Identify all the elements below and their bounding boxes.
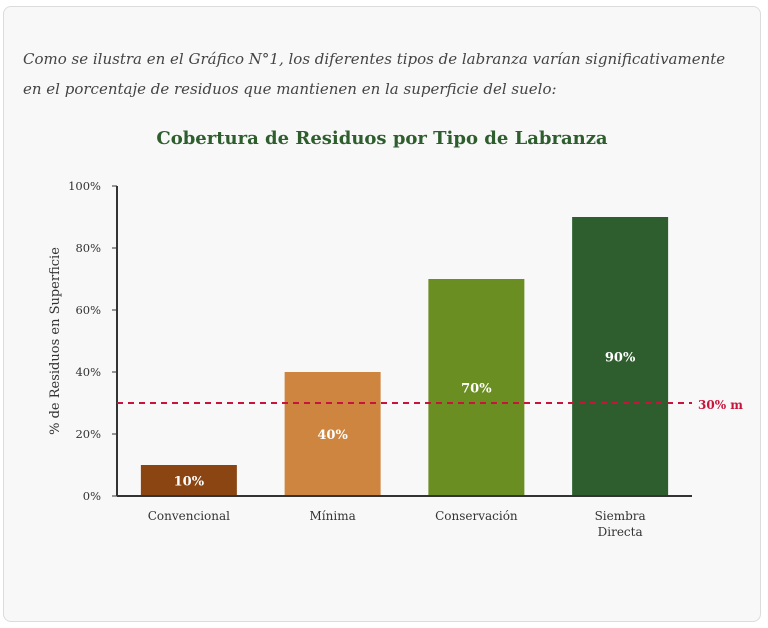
x-tick-label: Mínima xyxy=(310,509,356,523)
y-tick-label: 80% xyxy=(75,241,101,255)
data-label: 40% xyxy=(317,428,348,443)
data-label: 10% xyxy=(174,475,205,490)
bar-2 xyxy=(428,279,525,496)
chart-title: Cobertura de Residuos por Tipo de Labran… xyxy=(156,128,608,149)
y-tick-label: 60% xyxy=(75,303,101,317)
y-tick-label: 40% xyxy=(75,365,101,379)
x-tick-label: Directa xyxy=(598,525,643,539)
bar-0 xyxy=(140,465,237,496)
x-tick-label: Siembra xyxy=(595,509,646,523)
y-tick-label: 20% xyxy=(75,427,101,441)
y-axis-label: % de Residuos en Superficie xyxy=(48,247,63,435)
bar-3 xyxy=(572,217,669,496)
data-label: 70% xyxy=(461,382,492,397)
x-tick-label: Conservación xyxy=(435,509,518,523)
y-tick-label: 0% xyxy=(83,489,101,503)
y-tick-label: 100% xyxy=(68,179,101,193)
data-label: 90% xyxy=(605,351,636,366)
bar-1 xyxy=(284,372,381,496)
x-tick-label: Convencional xyxy=(148,509,230,523)
reference-line-label: 30% m xyxy=(698,398,743,412)
intro-paragraph: Como se ilustra en el Gráfico N°1, los d… xyxy=(23,50,726,98)
